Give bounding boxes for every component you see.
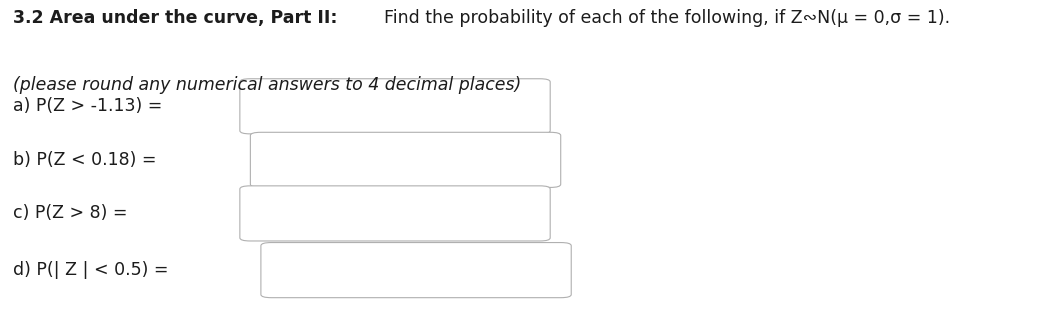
Text: Find the probability of each of the following, if Z∾N(μ = 0,σ = 1).: Find the probability of each of the foll… — [373, 9, 951, 27]
FancyBboxPatch shape — [240, 79, 550, 134]
FancyBboxPatch shape — [240, 186, 550, 241]
Text: c) P(Z > 8) =: c) P(Z > 8) = — [13, 204, 127, 222]
Text: b) P(Z < 0.18) =: b) P(Z < 0.18) = — [13, 151, 156, 169]
FancyBboxPatch shape — [261, 243, 571, 298]
Text: (please round any numerical answers to 4 decimal places): (please round any numerical answers to 4… — [13, 76, 521, 94]
FancyBboxPatch shape — [250, 132, 561, 187]
Text: a) P(Z > -1.13) =: a) P(Z > -1.13) = — [13, 97, 162, 115]
Text: d) P(| Z | < 0.5) =: d) P(| Z | < 0.5) = — [13, 261, 168, 279]
Text: 3.2 Area under the curve, Part II:: 3.2 Area under the curve, Part II: — [13, 9, 337, 27]
